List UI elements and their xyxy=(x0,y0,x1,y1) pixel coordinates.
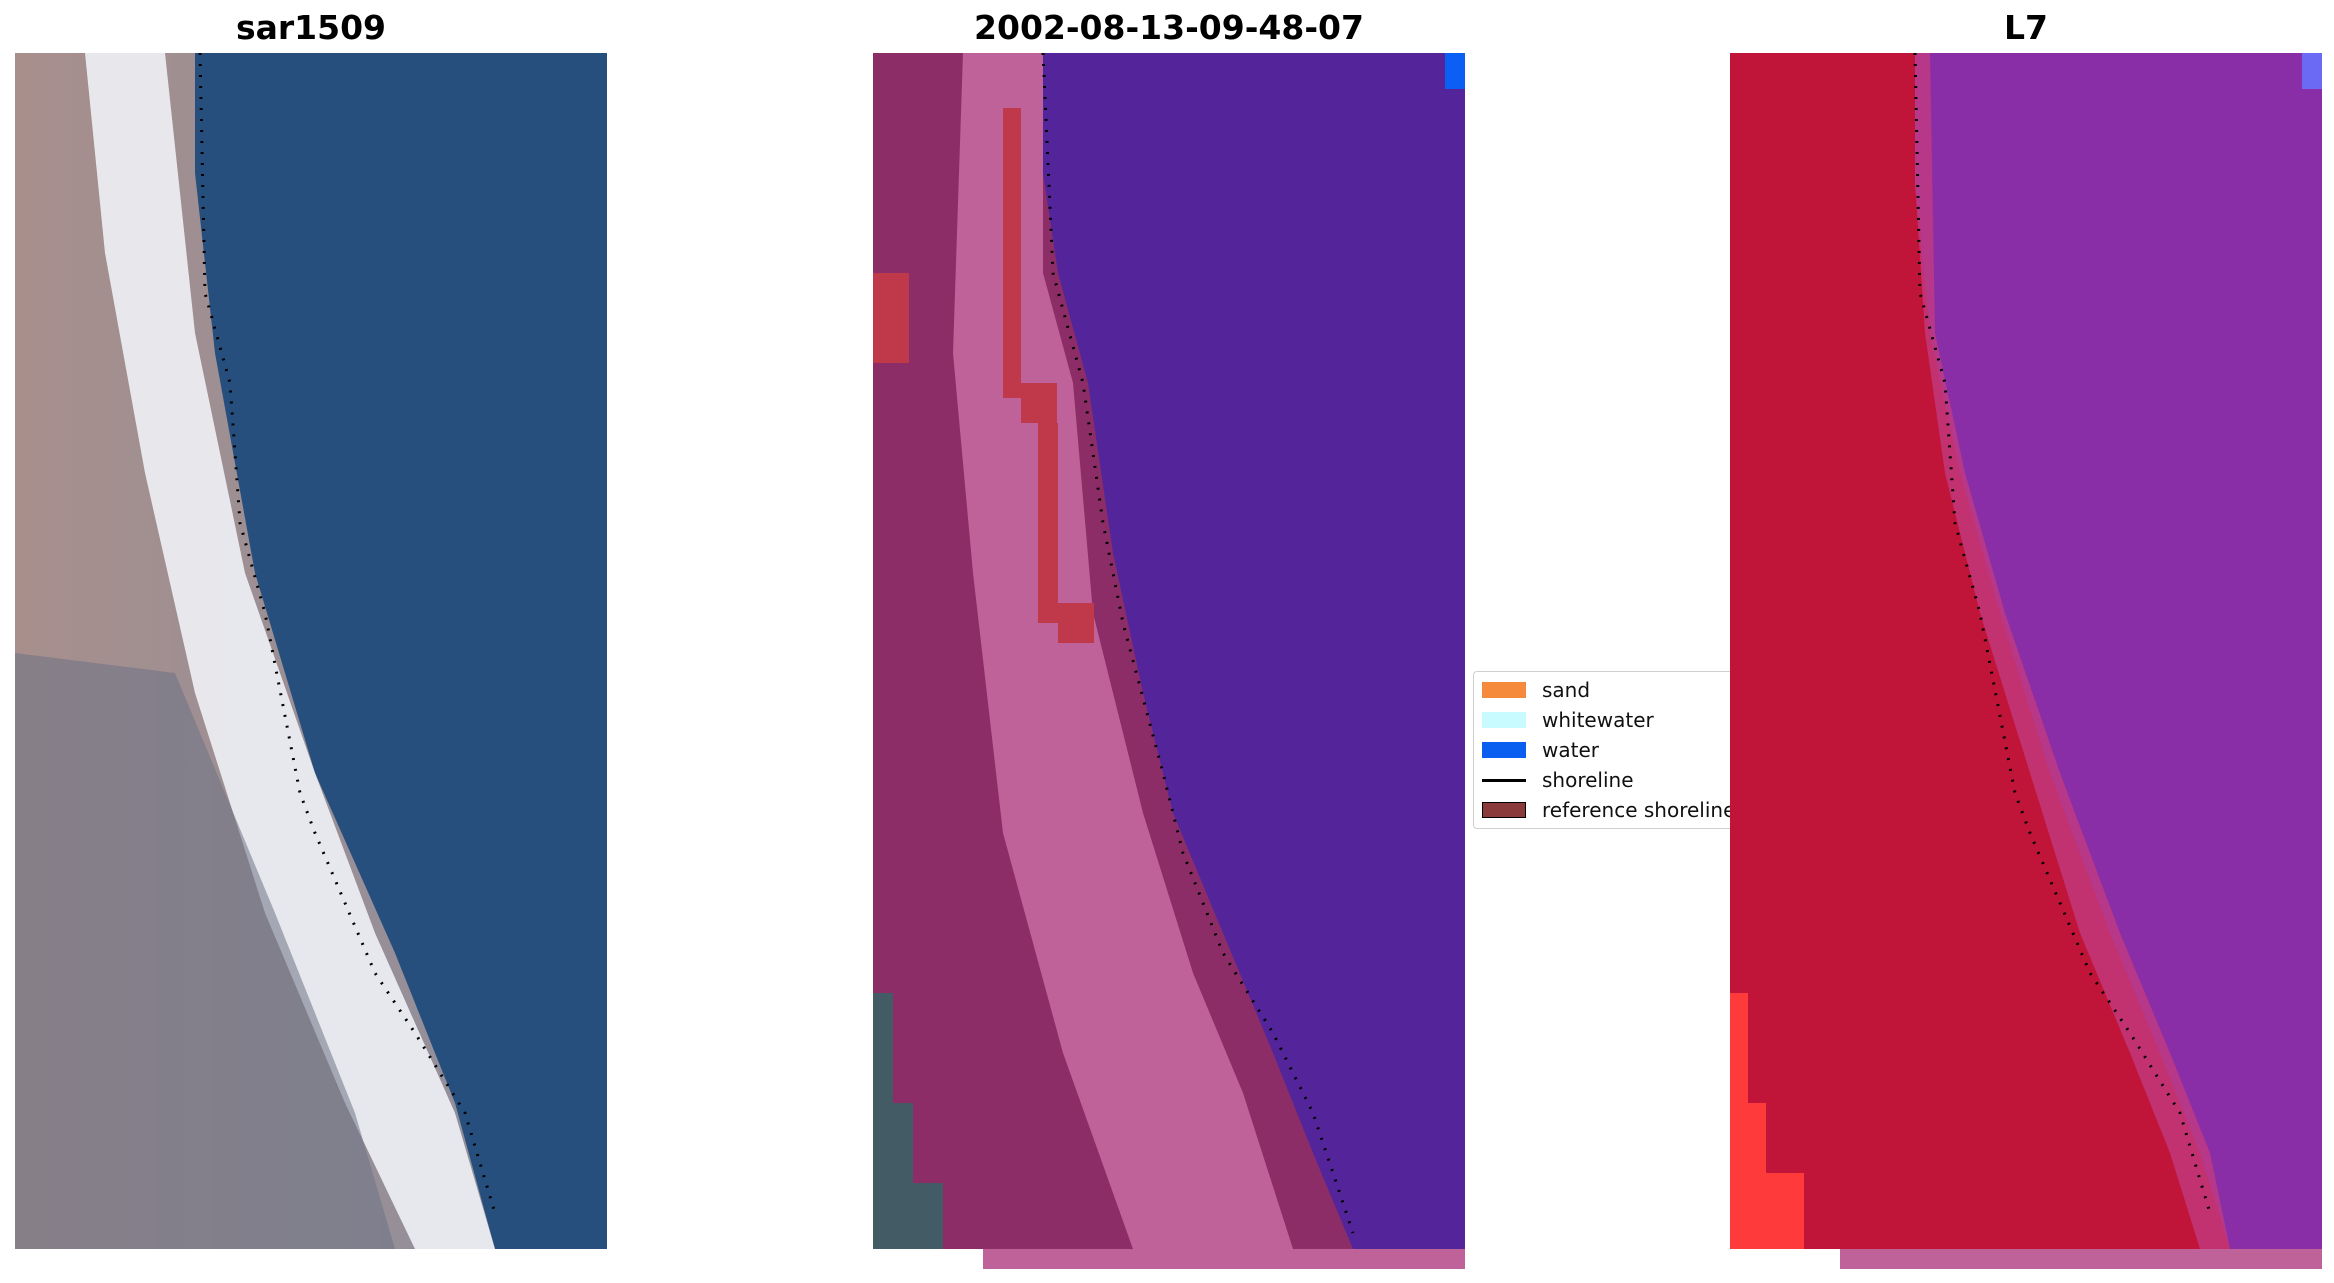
panel-title-rgb: sar1509 xyxy=(235,8,387,47)
l7-corner xyxy=(2302,53,2322,89)
legend-item-reference-shoreline: reference shoreline xyxy=(1474,797,1735,823)
classification-panel xyxy=(873,53,1465,1269)
beach-class xyxy=(953,53,1293,1249)
legend-line-shoreline xyxy=(1482,779,1526,782)
gray-corner xyxy=(873,993,943,1249)
legend-item-sand: sand xyxy=(1474,677,1734,703)
water-area xyxy=(195,53,607,1249)
legend-swatch-water xyxy=(1482,742,1526,758)
legend-label-whitewater: whitewater xyxy=(1542,708,1654,732)
red-strip-c xyxy=(1038,423,1058,623)
legend-label-reference-shoreline: reference shoreline xyxy=(1542,798,1735,822)
red-strip-a xyxy=(1003,108,1021,398)
legend: sand whitewater water shoreline referenc… xyxy=(1473,671,1735,829)
red-strip-d xyxy=(1058,603,1094,643)
l7-bright-red xyxy=(1730,993,1804,1249)
l7-bottom-strip xyxy=(1840,1249,2322,1269)
lower-land-shade xyxy=(15,653,395,1249)
legend-item-shoreline: shoreline xyxy=(1474,767,1734,793)
legend-item-whitewater: whitewater xyxy=(1474,707,1734,733)
l7-transition xyxy=(1915,53,2230,1249)
legend-swatch-sand xyxy=(1482,682,1526,698)
l7-panel xyxy=(1730,53,2322,1269)
panel-title-classified: 2002-08-13-09-48-07 xyxy=(974,8,1364,47)
red-strip-e xyxy=(873,273,909,363)
water-class xyxy=(1043,53,1465,1249)
beach-strip xyxy=(85,53,495,1249)
legend-label-sand: sand xyxy=(1542,678,1591,702)
legend-swatch-whitewater xyxy=(1482,712,1526,728)
legend-item-water: water xyxy=(1474,737,1734,763)
legend-label-shoreline: shoreline xyxy=(1542,768,1634,792)
legend-label-water: water xyxy=(1542,738,1599,762)
rgb-image-panel xyxy=(15,53,607,1249)
bottom-strip xyxy=(983,1249,1465,1269)
l7-water xyxy=(1915,53,2322,1249)
red-strip-b xyxy=(1021,383,1057,423)
legend-swatch-reference-shoreline xyxy=(1482,802,1526,818)
water-corner xyxy=(1445,53,1465,89)
panel-title-l7: L7 xyxy=(2004,8,2048,47)
